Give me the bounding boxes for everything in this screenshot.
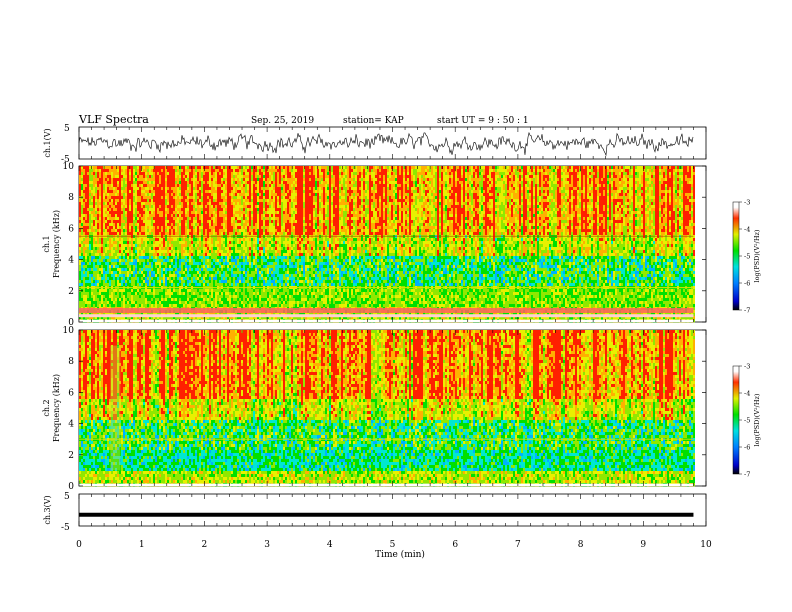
ch3-ytick-top: 5 xyxy=(64,492,70,502)
ch1-colorbar-tick-label: -4 xyxy=(744,226,750,234)
ch1-spectrogram-ylabel-line2: Frequency (kHz) xyxy=(52,210,61,278)
ch1-spectrogram-ytick-label: 2 xyxy=(68,287,74,297)
ch1-spectrogram-ytick-label: 6 xyxy=(68,224,74,234)
ch2-spectrogram-ytick-label: 8 xyxy=(68,357,74,367)
ch3-waveform-panel: 5 -5 ch.3(V) xyxy=(43,492,706,533)
x-tick-label: 1 xyxy=(139,540,145,550)
figure-title: VLF Spectra xyxy=(78,113,149,126)
ch1-waveform-panel: 5 -5 ch.1(V) xyxy=(43,124,706,165)
x-tick-label: 6 xyxy=(452,540,458,550)
ch1-colorbar-tick-label: -5 xyxy=(744,253,750,261)
x-tick-label: 8 xyxy=(578,540,584,550)
ch2-spectrogram-ylabel-line2: Frequency (kHz) xyxy=(52,374,61,442)
ch1-spectrogram-ylabel-line1: ch.1 xyxy=(42,235,51,252)
ch2-colorbar-tick-label: -7 xyxy=(744,471,750,479)
ch2-colorbar-tick-label: -5 xyxy=(744,417,750,425)
vlf-spectra-figure: VLF Spectra Sep. 25, 2019 station= KAP s… xyxy=(0,0,792,612)
ch1-colorbar-label: log(PSD)(V²/Hz) xyxy=(753,229,761,282)
date-label: Sep. 25, 2019 xyxy=(251,116,314,126)
ch1-colorbar-tick-label: -6 xyxy=(744,280,750,288)
ch1-spectrogram-ytick-label: 4 xyxy=(68,256,74,266)
ch2-spectrogram-ytick-label: 10 xyxy=(63,326,75,336)
x-tick-label: 5 xyxy=(390,540,396,550)
ch2-colorbar-tick-label: -3 xyxy=(744,363,750,371)
ch2-spectrogram-ytick-label: 2 xyxy=(68,451,74,461)
x-tick-label: 2 xyxy=(202,540,208,550)
ch2-spectrogram-ylabel-line1: ch.2 xyxy=(42,399,51,416)
ch2-spectrogram-ytick-label: 6 xyxy=(68,388,74,398)
x-tick-label: 4 xyxy=(327,540,333,550)
x-tick-label: 7 xyxy=(515,540,521,550)
ch2-colorbar-label: log(PSD)(V²/Hz) xyxy=(753,393,761,446)
ch2-spectrogram-ytick-label: 0 xyxy=(68,482,74,492)
x-tick-label: 0 xyxy=(76,540,82,550)
ch2-spectrogram-ytick-label: 4 xyxy=(68,420,74,430)
ch1-colorbar-tick-label: -7 xyxy=(744,307,750,315)
x-tick-label: 3 xyxy=(264,540,270,550)
x-tick-label: 10 xyxy=(700,540,712,550)
ch2-colorbar-tick-label: -6 xyxy=(744,444,750,452)
station-label: station= KAP xyxy=(343,116,404,126)
ch3-ytick-bottom: -5 xyxy=(61,523,70,533)
ch1-spectrogram-ytick-label: 10 xyxy=(63,162,75,172)
ch2-spectrogram-panel: 0 2 4 6 8 10 ch.2 Frequency (kHz) xyxy=(42,326,706,492)
ch1-ytick-top: 5 xyxy=(64,124,70,134)
ch1-colorbar: -3 -4 -5 -6 -7 log(PSD)(V²/Hz) xyxy=(733,199,761,315)
ch1-waveform-ylabel: ch.1(V) xyxy=(43,128,52,157)
start-time-label: start UT = 9 : 50 : 1 xyxy=(437,116,529,126)
ch1-spectrogram-ytick-label: 8 xyxy=(68,193,74,203)
ch2-colorbar-tick-label: -4 xyxy=(744,390,750,398)
ch3-waveform-ylabel: ch.3(V) xyxy=(43,495,52,524)
x-tick-label: 9 xyxy=(640,540,646,550)
x-axis-label: Time (min) xyxy=(375,549,425,560)
ch2-colorbar: -3 -4 -5 -6 -7 log(PSD)(V²/Hz) xyxy=(733,363,761,479)
ch1-colorbar-tick-label: -3 xyxy=(744,199,750,207)
